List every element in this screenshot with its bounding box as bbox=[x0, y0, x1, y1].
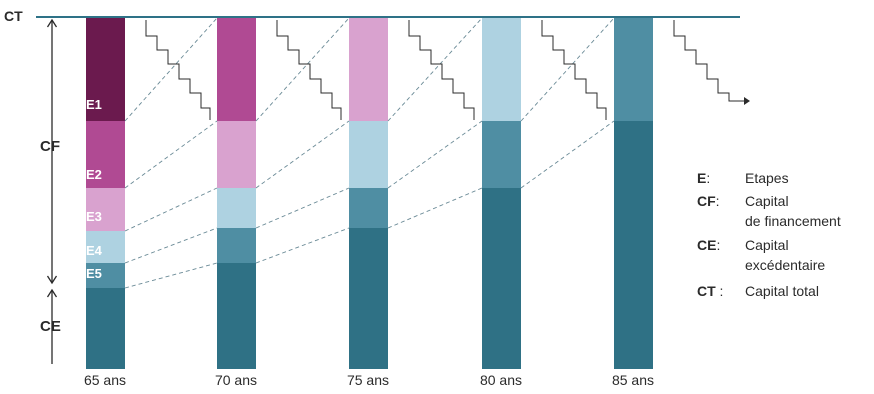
age-label: 85 ans bbox=[612, 372, 654, 388]
segment-ce bbox=[614, 121, 653, 369]
segment-e3 bbox=[217, 121, 256, 188]
stage-labels: E1 E2 E3 E4 E5 bbox=[86, 97, 103, 281]
segment-ce bbox=[217, 263, 256, 369]
legend-item-e: E: Etapes bbox=[697, 170, 789, 186]
ce-arrow bbox=[46, 288, 58, 364]
legend-text: Etapes bbox=[745, 170, 789, 186]
staircase bbox=[145, 20, 211, 120]
ce-label: CE bbox=[40, 318, 61, 335]
segment-e5 bbox=[482, 121, 521, 188]
stage-label-e5: E5 bbox=[86, 266, 102, 281]
stage-label-e1: E1 bbox=[86, 97, 102, 112]
bar-85 bbox=[614, 18, 653, 369]
arrowhead bbox=[744, 97, 750, 105]
age-label: 70 ans bbox=[215, 372, 257, 388]
segment-e5 bbox=[349, 188, 388, 228]
cf-label: CF bbox=[40, 138, 60, 155]
segment-e4 bbox=[86, 231, 125, 263]
legend-key: E: bbox=[697, 170, 710, 186]
age-labels: 65 ans 70 ans 75 ans 80 ans 85 ans bbox=[84, 372, 654, 388]
segment-ce bbox=[86, 288, 125, 369]
age-label: 75 ans bbox=[347, 372, 389, 388]
segment-e3 bbox=[349, 18, 388, 121]
stage-label-e2: E2 bbox=[86, 167, 102, 182]
staircase bbox=[408, 20, 475, 120]
legend-item-ce: CE: Capital excédentaire bbox=[697, 237, 825, 273]
legend-item-cf: CF: Capital de financement bbox=[697, 193, 841, 229]
stage-connectors bbox=[124, 17, 615, 289]
staircase bbox=[541, 20, 607, 120]
staircase bbox=[276, 20, 342, 120]
legend-key: CT : bbox=[697, 283, 723, 299]
segment-e5 bbox=[217, 228, 256, 263]
legend-item-ct: CT : Capital total bbox=[697, 283, 819, 299]
segment-e5 bbox=[86, 263, 125, 288]
segment-ce bbox=[482, 188, 521, 369]
segment-e5 bbox=[614, 18, 653, 121]
legend-text: Capital bbox=[745, 237, 789, 253]
segment-e3 bbox=[86, 188, 125, 231]
stage-label-e4: E4 bbox=[86, 243, 103, 258]
legend-text: de financement bbox=[745, 213, 841, 229]
legend: E: Etapes CF: Capital de financement CE:… bbox=[697, 170, 841, 299]
segment-e2 bbox=[217, 18, 256, 121]
segment-e2 bbox=[86, 121, 125, 188]
staircase-last bbox=[673, 20, 744, 102]
segment-e1 bbox=[86, 18, 125, 121]
legend-key: CF: bbox=[697, 193, 720, 209]
segment-e4 bbox=[349, 121, 388, 188]
bar-70 bbox=[217, 18, 256, 369]
age-label: 80 ans bbox=[480, 372, 522, 388]
age-label: 65 ans bbox=[84, 372, 126, 388]
ct-label: CT bbox=[4, 8, 23, 24]
segment-e4 bbox=[482, 18, 521, 121]
stage-label-e3: E3 bbox=[86, 209, 102, 224]
segment-ce bbox=[349, 228, 388, 369]
legend-text: Capital bbox=[745, 193, 789, 209]
legend-text: excédentaire bbox=[745, 257, 825, 273]
staircases bbox=[145, 20, 750, 120]
legend-text: Capital total bbox=[745, 283, 819, 299]
legend-key: CE: bbox=[697, 237, 720, 253]
bar-65 bbox=[86, 18, 125, 369]
segment-e4 bbox=[217, 188, 256, 228]
bar-80 bbox=[482, 18, 521, 369]
bar-75 bbox=[349, 18, 388, 369]
cf-arrow bbox=[46, 18, 58, 285]
